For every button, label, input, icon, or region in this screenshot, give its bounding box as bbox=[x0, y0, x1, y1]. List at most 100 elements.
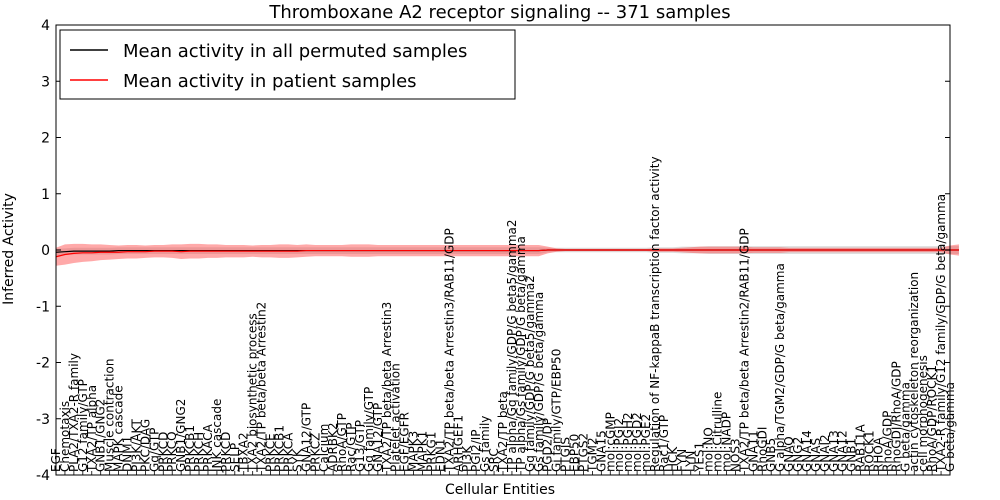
x-category-label: Calcium bbox=[317, 424, 331, 472]
x-category-label: PRKCQ bbox=[165, 431, 179, 472]
x-category-label: PTGS2 bbox=[576, 433, 590, 472]
legend: Mean activity in all permuted samples Me… bbox=[59, 29, 516, 100]
x-category-label: TP alpha/Gq family/GDP/G beta5/gamma2 bbox=[505, 219, 519, 473]
x-category-label: MAPK3 bbox=[407, 431, 421, 472]
x-category-label: TXA2/TP beta bbox=[496, 391, 510, 473]
x-category-label: PRKCE bbox=[264, 433, 278, 472]
x-category-label: PRKCD bbox=[156, 432, 170, 472]
x-category-label: EBP50 bbox=[568, 434, 582, 472]
chart-title: Thromboxane A2 receptor signaling -- 371… bbox=[268, 2, 730, 23]
legend-label-permuted: Mean activity in all permuted samples bbox=[123, 41, 467, 62]
x-category-label: RhoA/GDP bbox=[880, 411, 894, 472]
x-category-label: Gs family bbox=[478, 416, 492, 472]
x-category-label: PRKCA bbox=[281, 432, 295, 472]
x-category-label: JNK cascade bbox=[210, 399, 224, 473]
x-category-label: mol:NO bbox=[702, 427, 716, 472]
x-category-label: PRKCH bbox=[192, 432, 206, 472]
x-category-label: EDN1 bbox=[433, 439, 447, 472]
y-tick-label: -1 bbox=[36, 299, 50, 315]
x-category-label: TXA2 biosynthetic process bbox=[246, 313, 260, 473]
x-category-label: GNA12 bbox=[836, 430, 850, 472]
x-category-label: GNB5 bbox=[764, 438, 778, 472]
x-category-label: Regulation of NF-kappaB transcription fa… bbox=[648, 156, 662, 472]
x-category-label: actin cytoskeleton reorganization bbox=[907, 272, 921, 472]
x-category-label: PKC/DAG bbox=[138, 419, 152, 472]
y-tick-label: 3 bbox=[41, 74, 50, 90]
x-category-label: YES1 bbox=[693, 442, 707, 473]
x-category-label: ADRBK2 bbox=[326, 422, 340, 472]
x-category-label: MAPK1 bbox=[416, 431, 430, 472]
x-category-label: Gi family/GTP/EBP50 bbox=[550, 349, 564, 472]
x-category-label: mol:PGI2 bbox=[612, 418, 626, 472]
x-category-label: GNG2 bbox=[791, 437, 805, 472]
y-tick-label: 2 bbox=[41, 131, 50, 147]
x-category-label: GNA12/GTP bbox=[299, 403, 313, 472]
x-category-label: SELP bbox=[228, 443, 242, 472]
x-category-label: G12 family/GTP bbox=[76, 379, 90, 472]
x-category-label: PRKACA bbox=[201, 423, 215, 472]
x-category-label: PTGIS bbox=[559, 437, 573, 472]
x-category-label: mol:NADP bbox=[720, 412, 734, 472]
x-category-label: PRKCB1 bbox=[183, 425, 197, 472]
x-category-label: GNB1/GNG2 bbox=[94, 399, 108, 472]
patient-band bbox=[56, 243, 959, 266]
x-category-label: Gs family/GDP/G beta/gamma bbox=[532, 292, 546, 472]
x-category-label: PGD2/DP bbox=[541, 418, 555, 472]
legend-label-patient: Mean activity in patient samples bbox=[123, 71, 417, 92]
x-category-label: PI3K/AKT bbox=[129, 419, 143, 472]
x-category-label: TXA2/TP beta/beta Arrestin3/RAB11/GDP bbox=[442, 228, 456, 473]
x-category-label: GNB1/GNG2 bbox=[174, 399, 188, 472]
x-category-label: GNA12/GTP bbox=[371, 403, 385, 472]
x-category-label: Platelet activation bbox=[389, 363, 403, 472]
x-category-label: G13/GTP bbox=[353, 420, 367, 472]
y-tick-label: 4 bbox=[41, 18, 50, 34]
x-category-label: PRKCB1 bbox=[273, 425, 287, 472]
patient-mean-line bbox=[55, 249, 959, 258]
y-tick-label: -4 bbox=[36, 468, 50, 484]
x-category-label: TXA2/TP beta/beta Arrestin2 bbox=[255, 302, 269, 473]
x-category-label: GNAS bbox=[809, 438, 823, 472]
x-category-label: Muscle contraction bbox=[103, 359, 117, 472]
x-category-label: GNA15 bbox=[594, 430, 608, 472]
x-axis-label: Cellular Entities bbox=[445, 482, 555, 498]
x-category-label: PGI2/IP bbox=[469, 429, 483, 472]
x-category-label: mol:PGD2 bbox=[630, 412, 644, 472]
x-category-label: G alpha/TGM2/GDP/G beta/gamma bbox=[773, 263, 787, 472]
x-category-label: GNAQ bbox=[782, 436, 796, 472]
x-category-label: Gq family/GTP bbox=[362, 387, 376, 472]
x-category-label: TGM2 bbox=[585, 437, 599, 473]
x-category-label: RhoA/GTP bbox=[335, 413, 349, 472]
x-category-label: mol:PGE2 bbox=[639, 414, 653, 472]
x-category-label: GNA14 bbox=[800, 430, 814, 472]
y-axis: -4 -3 -2 -1 0 1 2 3 4 bbox=[36, 18, 950, 484]
y-tick-label: 0 bbox=[41, 243, 50, 259]
x-category-label: GNAI2 bbox=[818, 434, 832, 472]
x-category-label: PRKCD bbox=[219, 432, 233, 472]
x-category-label: Rac/GTP bbox=[344, 422, 358, 472]
x-category-label: G beta/gamma bbox=[943, 382, 957, 472]
x-category-label: SRC bbox=[487, 448, 501, 472]
x-category-label: SYK bbox=[290, 448, 304, 472]
x-category-label: G beta/gamma bbox=[898, 382, 912, 472]
x-category-label: TXA2/TP beta/beta Arrestin3 bbox=[380, 302, 394, 473]
x-category-label: ARHGEF1 bbox=[451, 415, 465, 472]
x-category-label: EGF bbox=[49, 448, 63, 472]
x-category-label: GNA13 bbox=[827, 430, 841, 472]
x-category-label: HCK bbox=[666, 446, 680, 472]
legend-box bbox=[59, 29, 516, 100]
x-category-label: Rac1/GTP bbox=[657, 415, 671, 472]
x-category-label: RAB11A bbox=[854, 423, 868, 472]
x-category-label: PRKCZ bbox=[308, 433, 322, 472]
x-category-label: GNB1 bbox=[845, 438, 859, 472]
x-category-label: NOS3 bbox=[728, 438, 742, 472]
x-category-label: RhoGDI bbox=[755, 427, 769, 472]
x-category-label: EGF/EGFR bbox=[398, 412, 412, 472]
x-category-label: RhoA/GDP/ROCK1 bbox=[925, 365, 939, 472]
x-category-label: TBXA2 bbox=[237, 432, 251, 473]
x-category-label: Gq family/GDP/G beta5/gamma2 bbox=[523, 275, 537, 472]
x-category-label: mol:cGMP bbox=[603, 412, 617, 472]
x-category-label: PLA2/TXA2-R family bbox=[67, 353, 81, 472]
x-category-label: PI3K bbox=[460, 445, 474, 472]
x-category-label: TP alpha/Gs family/GDP/G beta/gamma bbox=[514, 236, 528, 473]
